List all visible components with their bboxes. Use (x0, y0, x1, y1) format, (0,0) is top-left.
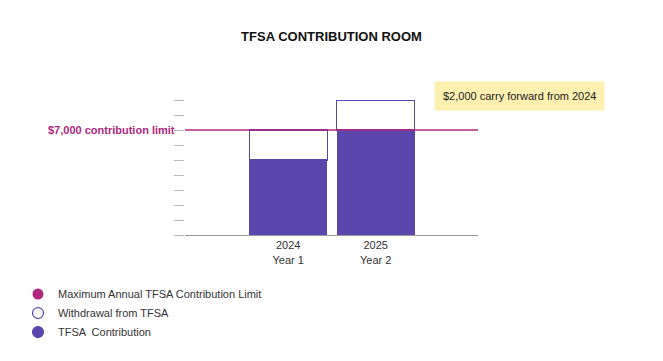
svg-text:Maximum Annual TFSA Contributi: Maximum Annual TFSA Contribution Limit (58, 288, 261, 300)
svg-text:TFSA Contribution: TFSA Contribution (58, 326, 151, 338)
svg-text:2024Year 1: 2024Year 1 (273, 239, 304, 265)
svg-text:2025Year 2: 2025Year 2 (360, 239, 391, 265)
svg-text:TFSA CONTRIBUTION ROOM: TFSA CONTRIBUTION ROOM (241, 29, 422, 44)
svg-text:$7,000 contribution limit: $7,000 contribution limit (48, 124, 175, 136)
svg-text:Withdrawal from TFSA: Withdrawal from TFSA (58, 307, 169, 319)
svg-text:$2,000 carry forward from 2024: $2,000 carry forward from 2024 (443, 90, 596, 102)
